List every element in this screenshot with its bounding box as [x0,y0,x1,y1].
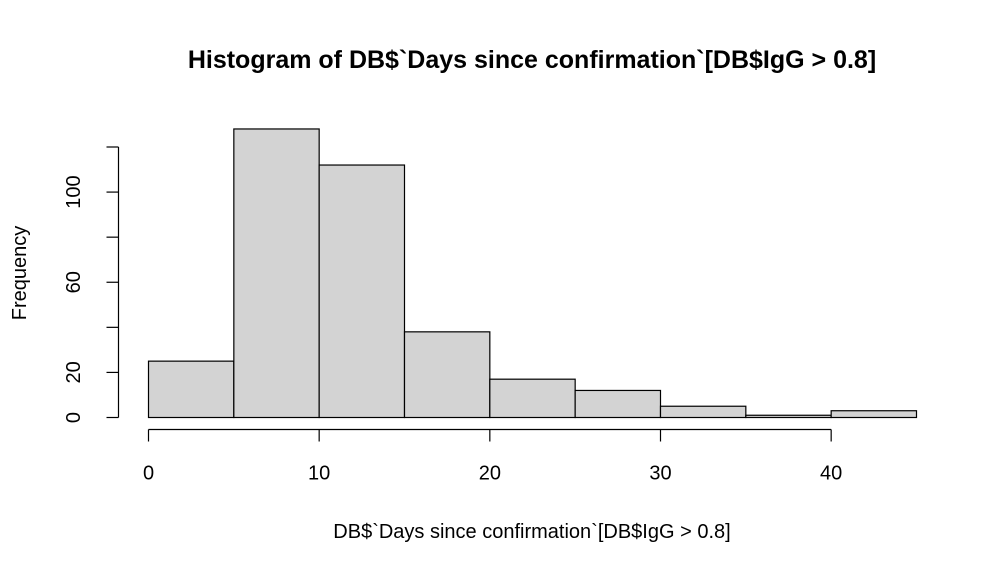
histogram-bar [574,389,662,419]
x-axis-label: DB$`Days since confirmation`[DB$IgG > 0.… [333,521,730,543]
x-tick-label: 10 [308,463,330,485]
x-tick-label: 40 [820,463,842,485]
x-axis: 0 10 20 30 40 [143,428,842,485]
y-axis: 0 20 60 100 [63,146,120,423]
x-tick-label: 30 [649,463,671,485]
y-axis-label: Frequency [9,226,31,321]
histogram-bar [318,164,406,419]
x-tick-label: 20 [479,463,501,485]
histogram-bar [745,414,832,419]
bars-group [147,128,918,419]
y-tick-label: 100 [63,175,85,208]
histogram-bar [659,405,747,419]
x-tick-label: 0 [143,463,154,485]
y-tick-label: 60 [63,271,85,293]
histogram-bar [147,360,235,419]
histogram-bar [489,378,576,419]
y-tick-label: 0 [63,412,85,423]
chart-title: Histogram of DB$`Days since confirmation… [188,46,876,74]
histogram-bar [830,410,918,419]
y-tick-label: 20 [63,361,85,383]
histogram-bar [403,331,491,419]
histogram-bar [233,128,320,419]
